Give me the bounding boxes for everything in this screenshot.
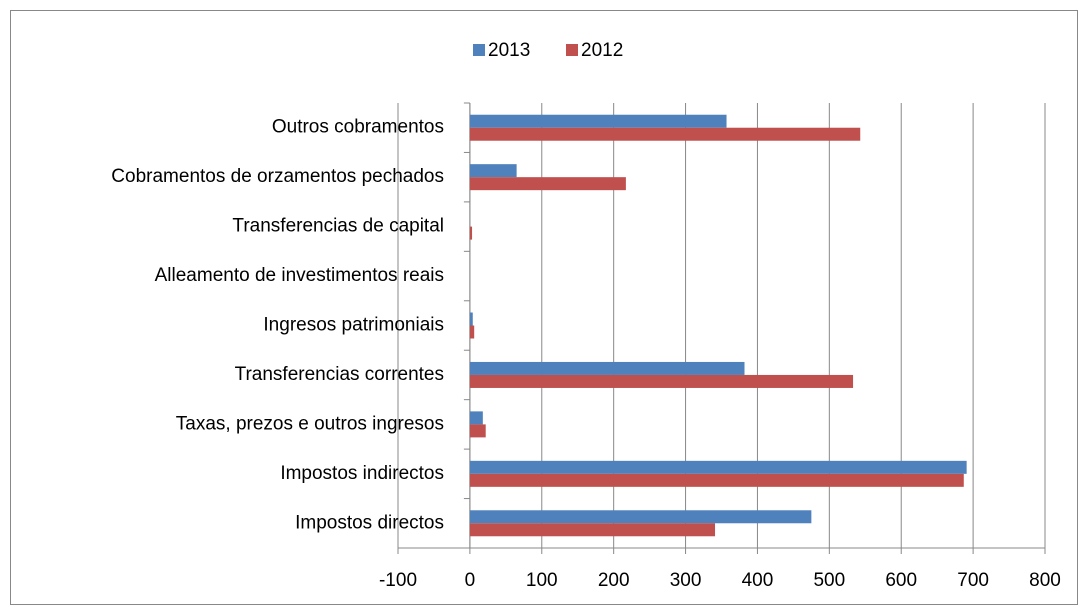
x-tick-label: 600 xyxy=(885,570,917,591)
bar xyxy=(469,312,473,326)
bar xyxy=(469,114,727,128)
bar xyxy=(469,361,745,375)
bar xyxy=(469,177,626,191)
y-tick-label: Impostos indirectos xyxy=(280,463,444,484)
y-tick-label: Ingresos patrimoniais xyxy=(263,315,444,336)
bar xyxy=(469,164,517,178)
y-tick-label: Impostos directos xyxy=(295,512,444,533)
chart-border xyxy=(10,10,1078,605)
x-tick-label: 200 xyxy=(598,570,630,591)
bar xyxy=(469,374,854,388)
bar xyxy=(469,325,475,339)
bar xyxy=(469,460,967,474)
y-tick-label: Taxas, prezos e outros ingresos xyxy=(176,413,444,434)
y-tick-label: Alleamento de investimentos reais xyxy=(155,265,444,286)
bar xyxy=(469,127,861,141)
bar xyxy=(469,424,486,438)
legend-swatch xyxy=(473,44,485,56)
legend-label: 2013 xyxy=(488,40,530,61)
bar xyxy=(469,473,964,487)
x-tick-label: 400 xyxy=(742,570,774,591)
x-tick-label: 100 xyxy=(526,570,558,591)
y-tick-label: Transferencias correntes xyxy=(235,364,444,385)
bar xyxy=(469,510,812,524)
legend-label: 2012 xyxy=(581,40,623,61)
bar xyxy=(469,411,483,425)
bar xyxy=(469,523,716,537)
x-tick-label: 300 xyxy=(670,570,702,591)
bar xyxy=(469,226,473,240)
y-tick-label: Transferencias de capital xyxy=(232,216,444,237)
y-tick-label: Outros cobramentos xyxy=(272,117,444,138)
x-tick-label: -100 xyxy=(379,570,417,591)
x-tick-label: 500 xyxy=(813,570,845,591)
x-tick-label: 700 xyxy=(957,570,989,591)
x-tick-label: 800 xyxy=(1029,570,1061,591)
y-tick-label: Cobramentos de orzamentos pechados xyxy=(111,166,444,187)
x-tick-label: 0 xyxy=(465,570,476,591)
legend-swatch xyxy=(566,44,578,56)
